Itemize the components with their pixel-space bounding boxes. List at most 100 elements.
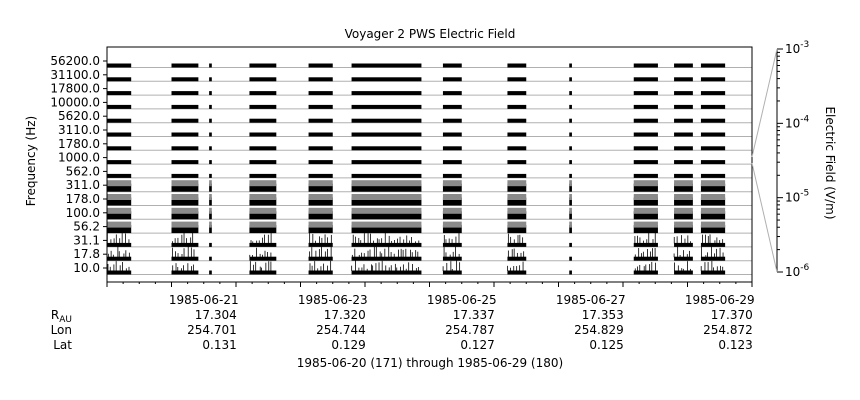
channel-band [700, 256, 726, 261]
channel-band [442, 242, 462, 247]
channel-band [569, 63, 572, 68]
channel-noise [442, 180, 462, 187]
channel-band [351, 63, 422, 68]
colorbar-tick-label: 10-6 [785, 263, 810, 279]
channel-band [351, 183, 422, 192]
channel-band [107, 270, 132, 275]
channel-band [249, 225, 277, 234]
channel-band [633, 118, 658, 123]
channel-band [569, 132, 572, 137]
channel-band [209, 211, 212, 220]
channel-band [700, 183, 726, 192]
channel-band [171, 118, 199, 123]
channel-band [507, 91, 527, 96]
frequency-axis: 10.017.831.156.2100.0178.0311.0562.01000… [50, 54, 107, 275]
channel-band [351, 270, 422, 275]
channel-band [249, 91, 277, 96]
channel-noise [674, 207, 693, 214]
y-tick-label: 56200.0 [50, 54, 100, 68]
channel-band [351, 146, 422, 151]
channel-noise [674, 180, 693, 187]
channel-band [700, 160, 726, 165]
channel-band [209, 146, 212, 151]
channel-band [633, 173, 658, 178]
channel-band [209, 104, 212, 109]
channel-band [107, 173, 132, 178]
data-segment [308, 63, 333, 275]
colorbar-tick-base: 10 [785, 191, 800, 205]
colorbar-axis: 10-310-410-510-6 [751, 40, 810, 279]
channel-band [171, 270, 199, 275]
channel-band [442, 183, 462, 192]
channel-band [209, 91, 212, 96]
channel-band [700, 173, 726, 178]
colorbar-tick-label: 10-4 [785, 114, 810, 130]
channel-band [171, 173, 199, 178]
channel-noise [171, 221, 199, 228]
channel-band [507, 146, 527, 151]
y-axis-label: Frequency (Hz) [24, 116, 38, 207]
channel-band [569, 197, 572, 206]
channel-band [308, 63, 333, 68]
x-tick-label: 1985-06-21 [169, 293, 239, 307]
channel-band [249, 146, 277, 151]
ephemeris-value: 0.129 [331, 338, 365, 352]
data-segment [569, 63, 572, 275]
data-segment [249, 63, 277, 275]
channel-noise [507, 207, 527, 214]
channel-band [507, 256, 527, 261]
channel-band [700, 197, 726, 206]
y-tick-label: 3110.0 [58, 123, 100, 137]
channel-band [569, 104, 572, 109]
channel-band [700, 211, 726, 220]
data-segment [171, 63, 199, 275]
channel-band [308, 197, 333, 206]
channel-band [507, 242, 527, 247]
channel-band [209, 242, 212, 247]
channel-band [249, 242, 277, 247]
channel-band [308, 183, 333, 192]
ephemeris-value: 17.304 [195, 308, 237, 322]
channel-noise [249, 194, 277, 200]
channel-band [569, 77, 572, 82]
channel-band [569, 183, 572, 192]
ephemeris-value: 17.353 [582, 308, 624, 322]
channel-band [507, 173, 527, 178]
channel-band [700, 270, 726, 275]
channel-noise [351, 194, 422, 200]
y-tick-label: 10.0 [73, 261, 100, 275]
x-tick-label: 1985-06-25 [427, 293, 497, 307]
channel-band [674, 146, 693, 151]
channel-band [442, 225, 462, 234]
y-tick-label: 17800.0 [50, 82, 100, 96]
channel-noise [107, 180, 132, 187]
channel-band [107, 132, 132, 137]
channel-noise [700, 221, 726, 228]
channel-band [171, 197, 199, 206]
channel-band [209, 173, 212, 178]
channel-band [442, 211, 462, 220]
channel-band [308, 173, 333, 178]
channel-band [308, 225, 333, 234]
channel-band [442, 160, 462, 165]
y-tick-label: 311.0 [66, 178, 100, 192]
channel-noise [507, 221, 527, 228]
channel-band [674, 197, 693, 206]
channel-band [569, 118, 572, 123]
channel-noise [700, 194, 726, 200]
channel-band [507, 197, 527, 206]
channel-band [700, 63, 726, 68]
channel-noise [633, 207, 658, 214]
channel-band [507, 118, 527, 123]
channel-noise [569, 207, 572, 214]
colorbar-connector [751, 48, 778, 158]
chart-title: Voyager 2 PWS Electric Field [345, 27, 516, 41]
channel-band [633, 104, 658, 109]
channel-band [351, 197, 422, 206]
channel-band [674, 183, 693, 192]
channel-band [107, 118, 132, 123]
channel-band [674, 132, 693, 137]
ephemeris-value: 0.131 [202, 338, 236, 352]
channel-band [442, 104, 462, 109]
